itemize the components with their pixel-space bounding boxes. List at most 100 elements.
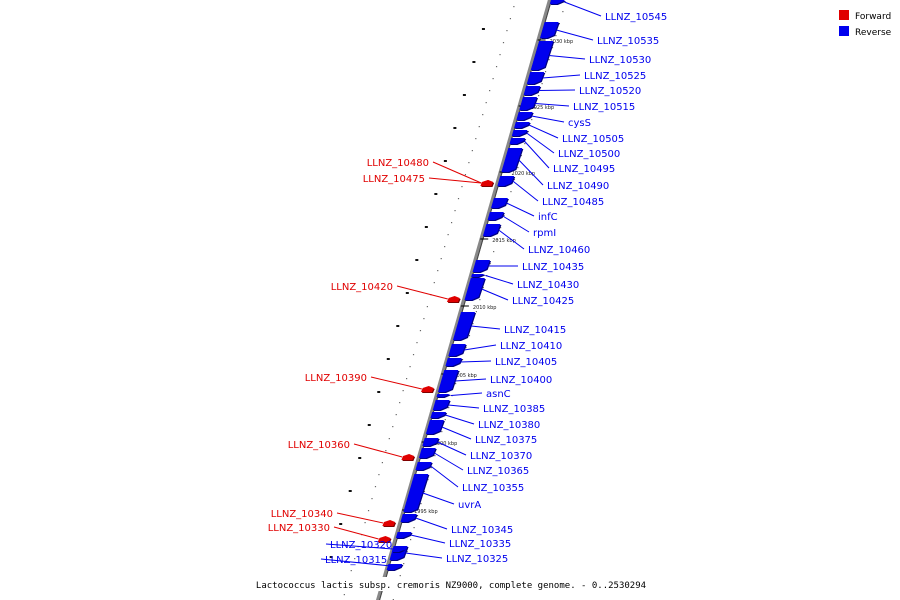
guide-dot xyxy=(350,570,352,572)
gene-block-llnz_10375[interactable] xyxy=(425,420,444,434)
gene-block-llnz_10535[interactable] xyxy=(540,22,559,38)
leader-line xyxy=(485,275,514,285)
gene-block-llnz_10485[interactable] xyxy=(497,176,515,186)
gene-block-llnz_10500[interactable] xyxy=(511,130,528,136)
gene-block-llnz_10460[interactable] xyxy=(482,224,501,236)
gene-label-llnz_10315[interactable]: LLNZ_10315 xyxy=(325,555,387,566)
gene-block-llnz_10435[interactable] xyxy=(472,260,491,272)
gene-label-llnz_10380[interactable]: LLNZ_10380 xyxy=(478,420,540,431)
gene-label-llnz_10335[interactable]: LLNZ_10335 xyxy=(449,539,511,550)
gene-block-llnz_10545[interactable] xyxy=(549,0,565,4)
gene-block-llnz_10335[interactable] xyxy=(395,532,412,538)
guide-dot xyxy=(413,527,415,529)
gene-label-llnz_10405[interactable]: LLNZ_10405 xyxy=(495,357,557,368)
guide-dot xyxy=(506,30,508,32)
gene-block-llnz_10430[interactable] xyxy=(471,274,486,277)
gene-label-llnz_10415[interactable]: LLNZ_10415 xyxy=(504,325,566,336)
gene-label-llnz_10355[interactable]: LLNZ_10355 xyxy=(462,483,524,494)
gene-block-llnz_10345[interactable] xyxy=(400,514,417,522)
gene-block-llnz_10340[interactable] xyxy=(382,520,396,526)
gene-label-llnz_10370[interactable]: LLNZ_10370 xyxy=(470,451,532,462)
leader-line xyxy=(410,534,446,544)
gene-label-llnz_10490[interactable]: LLNZ_10490 xyxy=(547,181,609,192)
gene-label-llnz_10400[interactable]: LLNZ_10400 xyxy=(490,375,552,386)
gene-label-llnz_10430[interactable]: LLNZ_10430 xyxy=(517,280,579,291)
gene-block-llnz_10420[interactable] xyxy=(446,296,460,302)
gene-block-llnz_10330[interactable] xyxy=(377,536,391,542)
gene-block-cyss[interactable] xyxy=(516,112,533,120)
gene-block-llnz_10380[interactable] xyxy=(430,412,447,418)
gene-label-llnz_10375[interactable]: LLNZ_10375 xyxy=(475,435,537,446)
gene-label-llnz_10320[interactable]: LLNZ_10320 xyxy=(330,540,392,551)
guide-dot xyxy=(541,83,543,85)
gene-label-llnz_10365[interactable]: LLNZ_10365 xyxy=(467,466,529,477)
guide-dot xyxy=(510,191,512,193)
leader-line xyxy=(445,414,475,425)
gene-block-llnz_10355[interactable] xyxy=(415,462,432,470)
gene-label-llnz_10480[interactable]: LLNZ_10480 xyxy=(367,158,429,169)
gene-block-llnz_10405[interactable] xyxy=(445,358,462,366)
gene-block-llnz_10525[interactable] xyxy=(526,72,545,84)
gene-block-llnz_10415[interactable] xyxy=(452,312,476,340)
gene-label-llnz_10410[interactable]: LLNZ_10410 xyxy=(500,341,562,352)
guide-dot xyxy=(402,390,404,392)
gene-label-llnz_10360[interactable]: LLNZ_10360 xyxy=(288,440,350,451)
gene-block-infc[interactable] xyxy=(491,198,508,208)
gene-label-uvra[interactable]: uvrA xyxy=(458,500,481,511)
gene-label-cyss[interactable]: cysS xyxy=(568,118,591,129)
gene-block-llnz_10530[interactable] xyxy=(530,41,554,70)
gene-block-llnz_10370[interactable] xyxy=(422,438,439,446)
gene-label-llnz_10340[interactable]: LLNZ_10340 xyxy=(271,509,333,520)
gene-label-llnz_10545[interactable]: LLNZ_10545 xyxy=(605,12,667,23)
gene-block-llnz_10490[interactable] xyxy=(501,148,523,172)
gene-block-llnz_10475[interactable] xyxy=(480,180,494,186)
gene-label-llnz_10505[interactable]: LLNZ_10505 xyxy=(562,134,624,145)
guide-dash xyxy=(424,226,428,228)
gene-block-llnz_10515[interactable] xyxy=(519,97,538,110)
leader-line xyxy=(531,115,565,123)
gene-label-llnz_10530[interactable]: LLNZ_10530 xyxy=(589,55,651,66)
gene-label-llnz_10385[interactable]: LLNZ_10385 xyxy=(483,404,545,415)
gene-label-llnz_10425[interactable]: LLNZ_10425 xyxy=(512,296,574,307)
gene-label-rpmi[interactable]: rpmI xyxy=(533,228,556,239)
gene-label-llnz_10420[interactable]: LLNZ_10420 xyxy=(331,282,393,293)
gene-block-llnz_10385[interactable] xyxy=(432,400,450,410)
gene-block-llnz_10410[interactable] xyxy=(448,344,466,356)
gene-block-asnc[interactable] xyxy=(436,394,452,397)
gene-label-llnz_10495[interactable]: LLNZ_10495 xyxy=(553,164,615,175)
guide-dot xyxy=(399,402,401,404)
gene-block-llnz_10495[interactable] xyxy=(509,138,526,144)
gene-block-llnz_10425[interactable] xyxy=(464,278,485,300)
gene-label-llnz_10460[interactable]: LLNZ_10460 xyxy=(528,245,590,256)
gene-label-llnz_10500[interactable]: LLNZ_10500 xyxy=(558,149,620,160)
leader-line xyxy=(518,159,544,186)
gene-label-llnz_10525[interactable]: LLNZ_10525 xyxy=(584,71,646,82)
gene-block-rpmi[interactable] xyxy=(487,212,504,220)
gene-label-llnz_10435[interactable]: LLNZ_10435 xyxy=(522,262,584,273)
gene-label-llnz_10330[interactable]: LLNZ_10330 xyxy=(268,523,330,534)
gene-block-uvra[interactable] xyxy=(403,474,429,512)
gene-block-llnz_10365[interactable] xyxy=(418,448,436,458)
gene-label-llnz_10475[interactable]: LLNZ_10475 xyxy=(363,174,425,185)
gene-label-llnz_10515[interactable]: LLNZ_10515 xyxy=(573,102,635,113)
guide-dash xyxy=(434,193,438,195)
guide-dash xyxy=(405,292,409,294)
legend-forward-swatch xyxy=(839,10,849,20)
gene-label-llnz_10535[interactable]: LLNZ_10535 xyxy=(597,36,659,47)
gene-label-llnz_10390[interactable]: LLNZ_10390 xyxy=(305,373,367,384)
gene-block-llnz_10520[interactable] xyxy=(523,86,541,95)
gene-label-llnz_10520[interactable]: LLNZ_10520 xyxy=(579,86,641,97)
gene-block-llnz_10400[interactable] xyxy=(437,370,459,392)
gene-block-llnz_10360[interactable] xyxy=(401,454,415,460)
guide-dash xyxy=(396,325,400,327)
gene-block-llnz_10505[interactable] xyxy=(514,122,530,128)
gene-label-asnc[interactable]: asnC xyxy=(486,389,511,400)
gene-label-infc[interactable]: infC xyxy=(538,212,558,223)
gene-label-llnz_10325[interactable]: LLNZ_10325 xyxy=(446,554,508,565)
gene-label-llnz_10485[interactable]: LLNZ_10485 xyxy=(542,197,604,208)
guide-dot xyxy=(468,162,470,164)
gene-label-llnz_10345[interactable]: LLNZ_10345 xyxy=(451,525,513,536)
guide-dot xyxy=(437,270,439,272)
gene-block-llnz_10390[interactable] xyxy=(420,386,434,392)
